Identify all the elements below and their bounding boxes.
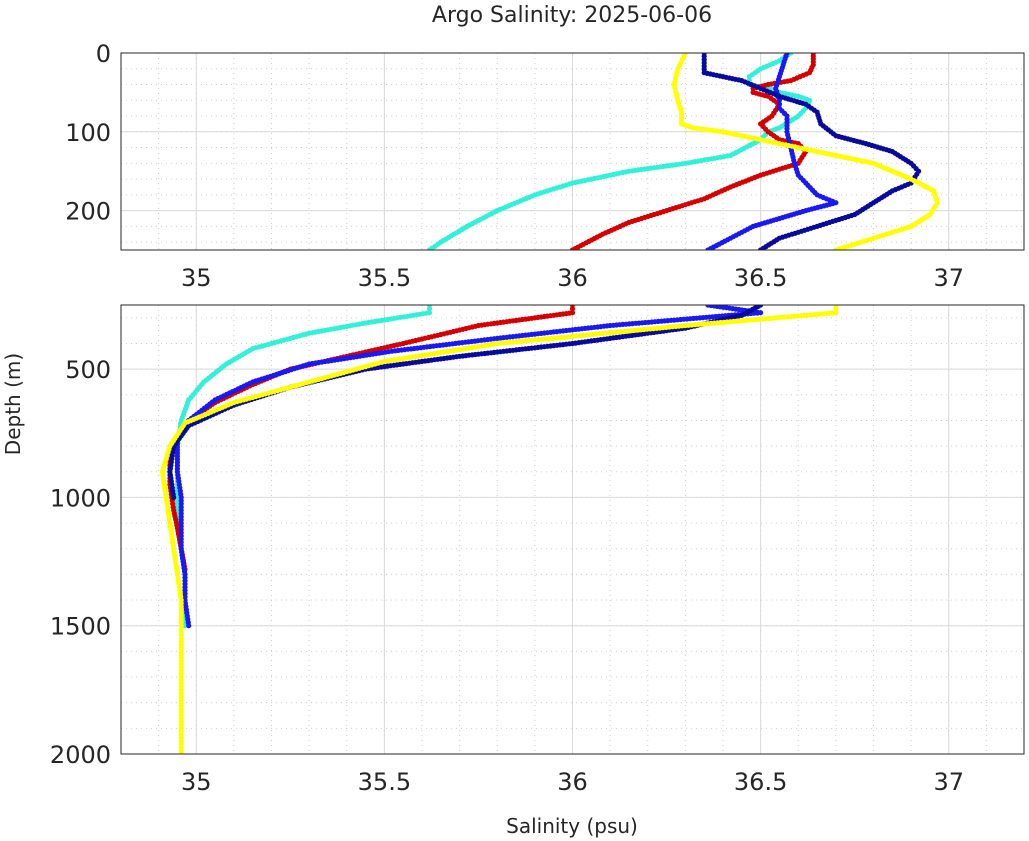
data-point <box>569 247 576 250</box>
data-point <box>746 74 752 80</box>
series-profile-red <box>569 53 816 250</box>
data-point <box>426 306 433 312</box>
series-profile-navy <box>701 53 922 250</box>
data-point <box>178 751 184 754</box>
data-point <box>833 306 839 312</box>
y-tick-label: 2000 <box>50 741 111 769</box>
series-profile-yellow <box>671 53 941 250</box>
chart-title: Argo Salinity: 2025-06-06 <box>432 3 712 28</box>
x-tick-label: 35.5 <box>358 264 411 292</box>
x-tick-label: 35 <box>181 768 212 796</box>
y-axis-label: Depth (m) <box>1 353 25 455</box>
series-profile-yellow <box>159 305 839 754</box>
data-point <box>186 623 192 629</box>
data-point <box>833 247 839 250</box>
series-profile-blue <box>174 305 764 629</box>
y-tick-label: 200 <box>65 198 111 226</box>
x-tick-label: 36.5 <box>734 264 787 292</box>
data-point <box>171 494 177 500</box>
upper-panel: 35 35.5 36 36.5 37 0 100 200 <box>65 40 1025 292</box>
y-tick-label: 0 <box>96 40 111 68</box>
y-tick-label: 500 <box>65 356 111 384</box>
data-point <box>776 101 783 107</box>
y-tick-label: 1000 <box>50 484 111 512</box>
x-axis-label: Salinity (psu) <box>506 814 638 838</box>
data-point <box>758 247 764 250</box>
data-point <box>569 306 576 312</box>
x-tick-label: 36.5 <box>734 768 787 796</box>
data-point <box>426 247 433 250</box>
x-tick-label: 35.5 <box>358 768 411 796</box>
x-tick-label: 35 <box>181 264 212 292</box>
data-point <box>705 247 711 250</box>
series-profile-blue <box>705 53 839 250</box>
x-tick-label: 36 <box>557 768 588 796</box>
lower-panel: 35 35.5 36 36.5 37 500 1000 1500 2000 <box>50 304 1025 796</box>
series-profile-navy <box>167 305 764 500</box>
y-tick-label: 1500 <box>50 613 111 641</box>
y-tick-label: 100 <box>65 119 111 147</box>
x-tick-label: 37 <box>933 264 964 292</box>
x-tick-label: 37 <box>933 768 964 796</box>
series-profile-cyan <box>426 53 813 250</box>
x-tick-label: 36 <box>557 264 588 292</box>
data-point <box>182 623 188 629</box>
